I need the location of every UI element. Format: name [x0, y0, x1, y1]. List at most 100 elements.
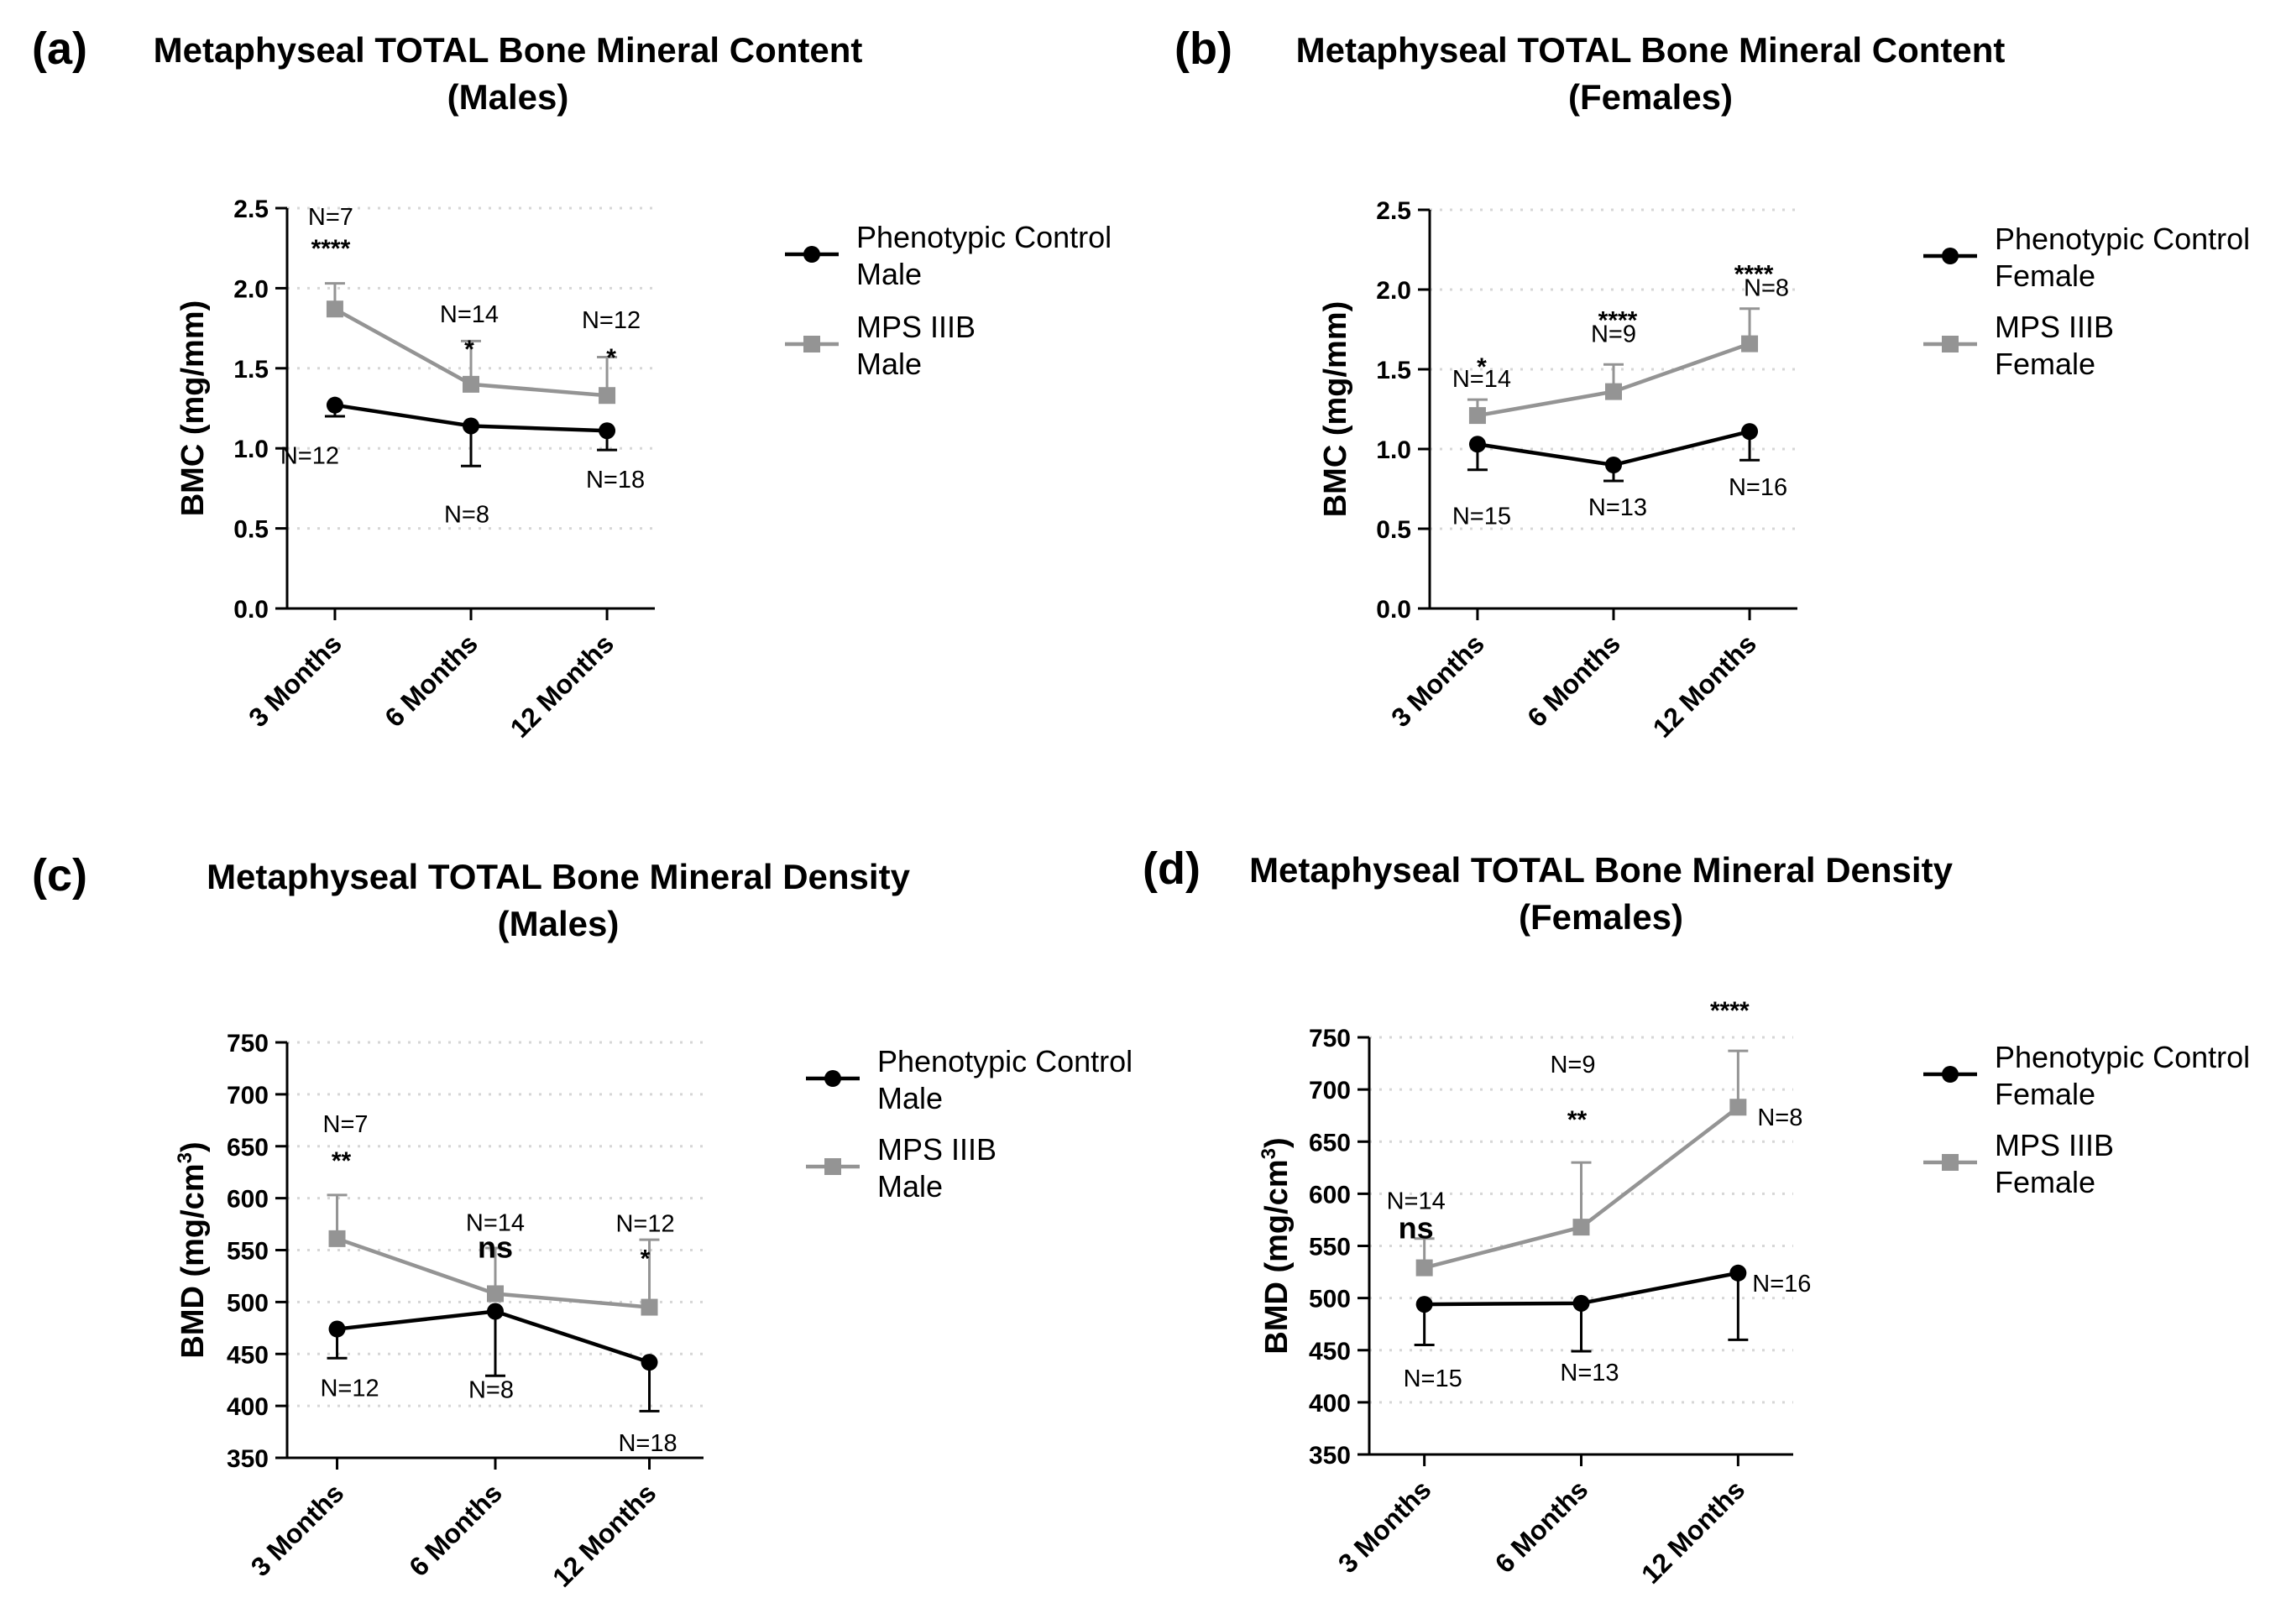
- data-point-mps: [1415, 1259, 1433, 1277]
- y-tick-label: 650: [227, 1134, 269, 1162]
- data-point-mps: [1729, 1099, 1747, 1116]
- y-tick-label: 450: [1309, 1338, 1351, 1366]
- y-axis-label-close: ): [175, 1141, 211, 1152]
- sample-size-label: N=18: [618, 1430, 677, 1457]
- y-tick-label: 2.5: [233, 196, 269, 223]
- y-axis-label-text: BMC (mg/mm): [175, 300, 211, 517]
- data-point-control: [1605, 457, 1622, 473]
- sample-size-label: N=12: [615, 1211, 674, 1238]
- legend-marker-control: [1942, 1066, 1959, 1083]
- data-point-control: [1729, 1264, 1747, 1282]
- y-axis-label: BMD (mg/cm3): [1258, 1137, 1295, 1354]
- data-point-mps: [463, 375, 479, 393]
- significance-label: *: [641, 1245, 651, 1273]
- data-point-control: [1415, 1296, 1433, 1313]
- significance-label: **: [332, 1147, 352, 1175]
- significance-label: ****: [1710, 997, 1750, 1025]
- y-tick-label: 0.0: [1376, 596, 1411, 624]
- legend-marker-mps: [1942, 336, 1959, 352]
- significance-label: ns: [478, 1230, 513, 1264]
- data-point-mps: [599, 387, 616, 405]
- sample-size-label: N=8: [1757, 1104, 1802, 1131]
- y-tick-label: 550: [227, 1238, 269, 1266]
- y-axis-label: BMD (mg/cm3): [174, 1141, 211, 1358]
- legend-label: Female: [1995, 1165, 2095, 1199]
- y-tick-label: 0.0: [233, 596, 269, 624]
- data-point-control: [326, 396, 343, 414]
- y-tick-label: 450: [227, 1341, 269, 1369]
- sample-size-label: N=8: [468, 1377, 514, 1404]
- legend-label: MPS IIIB: [856, 310, 976, 344]
- y-axis-label-sup: 3: [174, 1152, 196, 1163]
- sample-size-label: N=14: [1387, 1188, 1446, 1215]
- sample-size-label: N=12: [320, 1376, 379, 1402]
- legend-label: Male: [856, 257, 922, 291]
- sample-size-label: N=12: [280, 443, 339, 470]
- chart-title: Metaphyseal TOTAL Bone Mineral Content: [154, 30, 863, 70]
- chart-a: (a) Metaphyseal TOTAL Bone Mineral Conten…: [32, 23, 1112, 744]
- data-point-control: [328, 1320, 346, 1338]
- x-tick-label: 6 Months: [1489, 1474, 1594, 1579]
- chart-title: Metaphyseal TOTAL Bone Mineral Density: [1249, 850, 1954, 890]
- panel-letter: (b): [1174, 23, 1232, 74]
- legend-marker-mps: [1942, 1154, 1959, 1171]
- x-tick-label: 12 Months: [547, 1477, 662, 1592]
- y-axis-label-text: BMC (mg/mm): [1318, 301, 1353, 518]
- legend-label: Male: [877, 1081, 943, 1115]
- y-axis-label: BMC (mg/mm): [1318, 301, 1353, 518]
- data-point-mps: [1741, 335, 1759, 352]
- x-tick-label: 3 Months: [243, 628, 348, 733]
- sample-size-label: N=7: [323, 1111, 369, 1138]
- y-tick-label: 600: [227, 1186, 269, 1214]
- legend-label: Female: [1995, 258, 2095, 293]
- x-tick-label: 12 Months: [1635, 1474, 1750, 1589]
- panel-a: (a) Metaphyseal TOTAL Bone Mineral Conten…: [0, 0, 1143, 812]
- sample-size-label: N=9: [1591, 321, 1636, 348]
- legend-label: Male: [856, 347, 922, 381]
- legend-marker-control: [803, 246, 820, 263]
- legend-label: MPS IIIB: [877, 1132, 997, 1167]
- y-axis-label-text: BMD (mg/cm: [1259, 1159, 1295, 1354]
- chart-title: Metaphyseal TOTAL Bone Mineral Content: [1296, 30, 2006, 70]
- x-tick-label: 6 Months: [379, 628, 484, 733]
- significance-label: ns: [1399, 1211, 1434, 1245]
- x-tick-label: 3 Months: [1385, 628, 1490, 733]
- x-tick-label: 12 Months: [505, 628, 620, 743]
- y-tick-label: 500: [227, 1289, 269, 1317]
- y-tick-label: 2.0: [233, 275, 269, 303]
- data-point-mps: [487, 1285, 504, 1303]
- sample-size-label: N=14: [440, 301, 499, 328]
- y-axis-label-text: BMD (mg/cm: [175, 1163, 211, 1358]
- significance-label: **: [1567, 1106, 1588, 1134]
- panel-d: (d) Metaphyseal TOTAL Bone Mineral Densit…: [1143, 812, 2285, 1623]
- sample-size-label: N=12: [582, 307, 641, 334]
- sample-size-label: N=18: [586, 467, 645, 493]
- y-tick-label: 550: [1309, 1234, 1351, 1261]
- chart-subtitle: (Males): [498, 904, 620, 943]
- chart-subtitle: (Females): [1519, 897, 1683, 937]
- data-point-mps: [326, 300, 343, 318]
- chart-c: (c) Metaphyseal TOTAL Bone Mineral Densit…: [32, 850, 1133, 1593]
- data-point-control: [1468, 436, 1486, 453]
- data-point-mps: [1605, 383, 1622, 400]
- significance-label: *: [606, 344, 616, 372]
- y-tick-label: 1.5: [233, 356, 269, 384]
- legend-label: Phenotypic Control: [856, 220, 1112, 254]
- y-tick-label: 350: [227, 1445, 269, 1473]
- sample-size-label: N=16: [1752, 1271, 1811, 1298]
- data-point-control: [599, 422, 616, 440]
- data-point-mps: [641, 1298, 658, 1316]
- y-axis-label: BMC (mg/mm): [175, 300, 211, 517]
- sample-size-label: N=7: [308, 204, 353, 231]
- y-tick-label: 350: [1309, 1442, 1351, 1470]
- legend-marker-control: [824, 1070, 841, 1087]
- sample-size-label: N=9: [1550, 1052, 1595, 1078]
- significance-label: *: [464, 336, 474, 363]
- chart-title: Metaphyseal TOTAL Bone Mineral Density: [207, 857, 911, 896]
- data-point-mps: [1572, 1219, 1590, 1236]
- y-tick-label: 600: [1309, 1181, 1351, 1209]
- chart-d: (d) Metaphyseal TOTAL Bone Mineral Densit…: [1143, 843, 2250, 1590]
- panel-letter: (c): [32, 850, 87, 901]
- data-point-mps: [328, 1230, 346, 1247]
- legend-marker-mps: [824, 1158, 841, 1175]
